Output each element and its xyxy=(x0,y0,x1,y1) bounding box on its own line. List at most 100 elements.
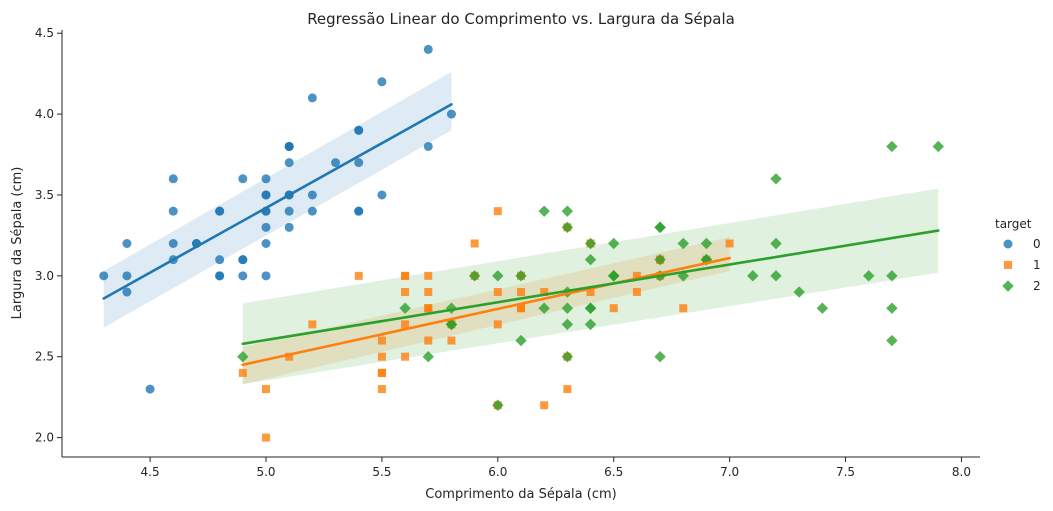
data-point-2 xyxy=(584,318,597,331)
data-point-0 xyxy=(238,255,248,265)
legend-marker-1 xyxy=(1004,261,1012,269)
data-point-1 xyxy=(493,288,502,297)
data-point-1 xyxy=(401,271,410,280)
data-point-0 xyxy=(284,222,294,232)
data-point-0 xyxy=(261,271,271,281)
data-point-0 xyxy=(377,77,387,87)
data-point-2 xyxy=(677,237,689,250)
data-point-2 xyxy=(793,286,805,298)
data-point-0 xyxy=(261,190,271,200)
data-point-2 xyxy=(886,302,898,314)
data-point-1 xyxy=(632,271,641,280)
data-point-0 xyxy=(307,190,317,200)
data-point-0 xyxy=(284,206,294,216)
data-point-0 xyxy=(168,174,178,184)
x-ticks: 4.5 5.0 5.5 6.0 6.5 7.0 7.5 8.0 xyxy=(141,457,971,479)
data-point-1 xyxy=(540,288,549,297)
data-point-1 xyxy=(470,239,479,248)
data-point-2 xyxy=(770,270,782,282)
data-point-2 xyxy=(561,302,574,314)
data-point-0 xyxy=(331,158,341,168)
data-point-2 xyxy=(561,205,574,217)
x-tick-label: 6.5 xyxy=(604,465,623,479)
data-point-2 xyxy=(538,302,550,314)
data-point-1 xyxy=(308,320,317,329)
data-point-1 xyxy=(424,304,433,313)
data-point-1 xyxy=(377,352,386,361)
data-point-1 xyxy=(493,320,502,329)
data-point-1 xyxy=(424,336,433,345)
y-tick-label: 3.5 xyxy=(35,188,54,202)
data-point-0 xyxy=(215,255,225,265)
data-point-0 xyxy=(423,141,433,151)
data-point-1 xyxy=(377,368,386,377)
x-tick-label: 5.0 xyxy=(256,465,275,479)
data-point-1 xyxy=(401,352,410,361)
regression-line-1 xyxy=(241,256,731,367)
x-tick-label: 7.0 xyxy=(720,465,739,479)
data-point-2 xyxy=(700,237,713,250)
data-point-1 xyxy=(609,304,618,313)
y-tick-label: 3.0 xyxy=(35,269,54,283)
y-tick-label: 4.0 xyxy=(35,107,54,121)
data-point-0 xyxy=(377,190,387,200)
legend-label-1: 1 xyxy=(1033,258,1041,272)
data-point-1 xyxy=(377,336,386,345)
data-point-2 xyxy=(886,334,898,347)
data-point-0 xyxy=(307,206,317,216)
y-axis-title: Largura da Sépala (cm) xyxy=(10,167,25,320)
data-point-0 xyxy=(99,271,109,281)
data-point-2 xyxy=(399,302,411,314)
data-point-2 xyxy=(492,399,504,411)
data-point-1 xyxy=(238,368,247,377)
data-point-2 xyxy=(561,351,574,363)
x-tick-label: 6.0 xyxy=(488,465,507,479)
data-point-1 xyxy=(725,239,734,248)
data-point-0 xyxy=(423,44,433,54)
data-point-1 xyxy=(401,320,410,329)
y-tick-label: 4.5 xyxy=(35,26,54,40)
x-axis-title: Comprimento da Sépala (cm) xyxy=(425,487,616,502)
data-point-2 xyxy=(237,351,249,363)
data-point-1 xyxy=(424,271,433,280)
data-point-0 xyxy=(284,158,294,168)
data-point-2 xyxy=(584,253,597,266)
x-tick-label: 5.5 xyxy=(372,465,391,479)
regression-lines xyxy=(102,103,940,367)
data-point-2 xyxy=(654,351,666,363)
legend-title: target xyxy=(995,217,1032,231)
y-ticks: 2.0 2.5 3.0 3.5 4.0 4.5 xyxy=(35,26,62,445)
data-point-0 xyxy=(122,239,132,248)
data-point-2 xyxy=(515,334,527,347)
data-point-2 xyxy=(608,237,620,250)
data-point-1 xyxy=(285,352,294,361)
data-point-0 xyxy=(354,206,364,216)
data-point-0 xyxy=(284,141,294,151)
legend-items: 0 1 2 xyxy=(1002,237,1041,293)
data-point-1 xyxy=(377,385,386,394)
data-point-1 xyxy=(493,207,502,216)
regression-line-2 xyxy=(241,229,940,346)
confidence-band-0 xyxy=(103,72,452,328)
data-point-0 xyxy=(168,239,178,248)
data-point-2 xyxy=(422,351,434,363)
data-point-0 xyxy=(446,109,456,119)
data-point-0 xyxy=(354,125,364,135)
legend-label-0: 0 xyxy=(1033,237,1041,251)
data-point-0 xyxy=(238,271,248,281)
data-point-0 xyxy=(261,239,271,248)
data-point-1 xyxy=(586,288,595,297)
data-point-0 xyxy=(238,174,248,184)
data-point-0 xyxy=(145,384,155,394)
data-point-0 xyxy=(215,206,225,216)
data-point-1 xyxy=(401,288,410,297)
data-point-1 xyxy=(262,385,270,394)
regression-line-0 xyxy=(102,103,453,300)
data-point-1 xyxy=(679,304,688,313)
data-point-2 xyxy=(608,270,620,282)
data-point-0 xyxy=(261,174,271,184)
data-point-2 xyxy=(445,318,458,331)
data-point-0 xyxy=(307,93,317,103)
data-point-2 xyxy=(468,270,481,282)
data-point-0 xyxy=(122,287,132,297)
